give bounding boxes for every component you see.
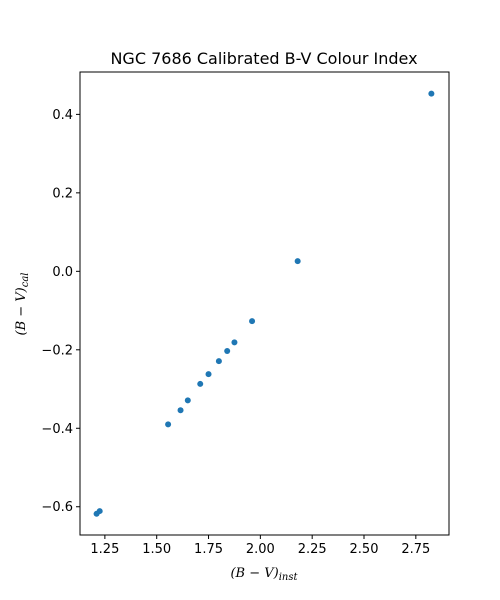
data-point-13 <box>428 90 435 97</box>
data-point-7 <box>205 371 212 378</box>
data-point-3 <box>165 421 172 428</box>
plot-area-frame <box>79 71 450 536</box>
data-point-6 <box>197 380 204 387</box>
y-tick-label: 0.4 <box>52 108 73 123</box>
chart-title: NGC 7686 Calibrated B-V Colour Index <box>110 49 417 68</box>
x-tick-label: 2.25 <box>298 542 327 557</box>
data-point-5 <box>184 397 191 404</box>
data-point-12 <box>294 258 301 265</box>
x-axis-label-subscript: inst <box>279 572 299 583</box>
y-tick-label: −0.2 <box>41 343 73 358</box>
data-point-10 <box>231 339 238 346</box>
data-point-8 <box>215 358 222 365</box>
y-tick-label: 0.0 <box>52 265 73 280</box>
y-axis-label-subscript: cal <box>20 272 31 287</box>
x-tick-label: 1.50 <box>142 542 171 557</box>
y-tick-label: 0.2 <box>52 186 73 201</box>
y-tick-label: −0.4 <box>41 422 73 437</box>
x-tick-label: 1.75 <box>194 542 223 557</box>
x-axis-ticks: 1.25 1.50 1.75 2.00 2.25 2.50 2.75 <box>90 535 430 557</box>
x-tick-label: 2.75 <box>401 542 430 557</box>
x-axis-label-main: (B − V) <box>230 566 278 581</box>
data-points <box>93 90 435 517</box>
data-point-11 <box>249 318 256 325</box>
data-point-4 <box>177 407 184 414</box>
data-point-2 <box>96 508 103 515</box>
data-point-9 <box>224 347 231 354</box>
y-axis-label: (B − V)cal <box>14 272 31 335</box>
y-axis-ticks: −0.6 −0.4 −0.2 0.0 0.2 0.4 <box>41 108 80 515</box>
y-tick-label: −0.6 <box>41 500 73 515</box>
x-tick-label: 2.50 <box>350 542 379 557</box>
x-axis-label: (B − V)inst <box>230 566 298 583</box>
x-tick-label: 1.25 <box>90 542 119 557</box>
y-axis-label-main: (B − V) <box>14 287 29 335</box>
x-tick-label: 2.00 <box>246 542 275 557</box>
